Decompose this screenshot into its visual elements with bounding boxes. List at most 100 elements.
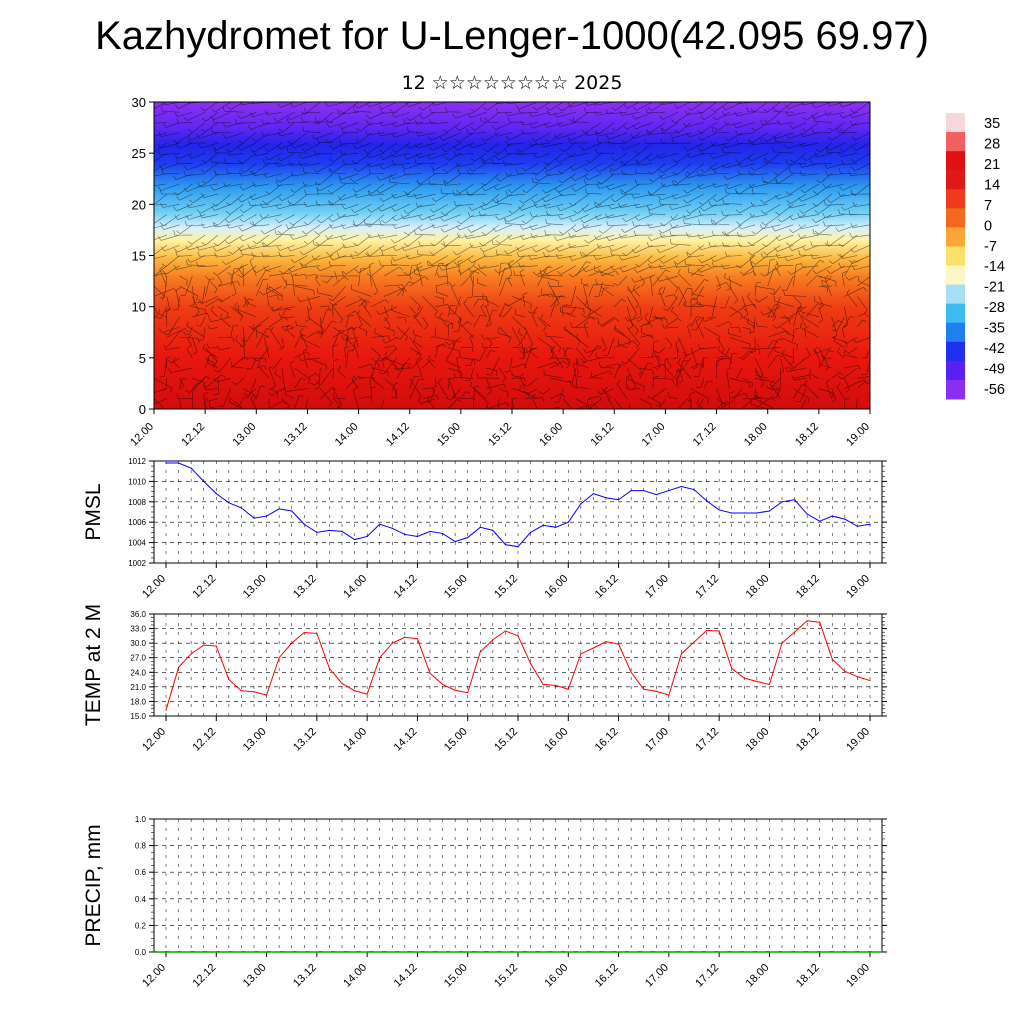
wind-barb-flag	[775, 253, 779, 259]
wind-barb-flag	[141, 333, 142, 338]
wind-barb-flag	[522, 292, 528, 295]
wind-barb-flag	[304, 189, 307, 195]
wind-barb-flag	[851, 416, 856, 417]
wind-barb-flag	[456, 220, 462, 225]
wind-barb	[614, 326, 631, 341]
wind-barb-flag	[543, 326, 547, 331]
wind-barb-flag	[288, 160, 291, 166]
wind-barb	[435, 296, 444, 300]
wind-barb-flag	[763, 180, 769, 184]
wind-barb-flag	[720, 356, 726, 358]
wind-barb-flag	[529, 123, 533, 129]
wind-barb-flag	[183, 165, 188, 171]
temp-data-point	[617, 643, 620, 645]
wind-barb-flag	[440, 217, 444, 222]
wind-barb	[331, 224, 346, 229]
wind-barb	[536, 204, 551, 208]
wind-barb-flag	[557, 107, 563, 112]
wind-barb-flag	[286, 115, 291, 120]
wind-barb	[754, 388, 758, 398]
wind-barb	[804, 328, 807, 338]
wind-barb-flag	[134, 190, 138, 194]
wind-barb-flag	[812, 203, 817, 207]
wind-barb-flag	[391, 193, 395, 199]
wind-barb	[479, 347, 487, 361]
wind-barb	[729, 353, 733, 369]
wind-barb-flag	[734, 299, 738, 304]
wind-barb-flag	[610, 265, 614, 271]
wind-barb	[165, 255, 180, 267]
wind-barb	[762, 255, 781, 258]
wind-barb	[624, 183, 641, 194]
wind-barb-flag	[760, 383, 765, 388]
wind-barb	[320, 367, 334, 385]
wind-barb-flag	[607, 396, 611, 402]
wind-barb	[677, 273, 692, 287]
wind-barb	[400, 326, 410, 340]
wind-barb-flag	[252, 102, 254, 104]
wind-barb-flag	[455, 189, 460, 194]
x-tick-label: 12.00	[128, 421, 156, 449]
wind-barb-flag	[136, 225, 139, 229]
wind-barb-flag	[772, 316, 777, 322]
wind-barb-flag	[683, 301, 686, 307]
wind-barb	[171, 357, 180, 364]
wind-barb-flag	[434, 311, 438, 316]
wind-barb	[211, 316, 231, 323]
wind-barb	[319, 320, 333, 338]
wind-barb-flag	[402, 284, 405, 290]
wind-barb	[728, 333, 743, 338]
wind-barb	[541, 293, 551, 297]
wind-barb	[615, 152, 628, 162]
y-tick-label: 25	[132, 146, 146, 161]
wind-barb-flag	[494, 269, 499, 274]
wind-barb-flag	[376, 189, 381, 194]
wind-barb	[342, 152, 359, 156]
wind-barb-flag	[828, 260, 834, 264]
temp-data-point	[756, 680, 758, 683]
wind-barb-flag	[218, 405, 224, 407]
wind-barb	[294, 367, 311, 380]
wind-barb	[345, 298, 364, 307]
pmsl-data-point	[379, 523, 381, 525]
wind-barb-flag	[249, 257, 255, 262]
wind-barb-flag	[724, 402, 729, 406]
wind-barb	[277, 183, 295, 186]
wind-barb	[520, 265, 538, 268]
wind-barb	[710, 244, 730, 247]
wind-barb	[542, 388, 551, 395]
wind-barb	[626, 286, 639, 305]
y-tick-label: 0	[139, 402, 146, 417]
wind-barb	[370, 265, 385, 277]
wind-barb	[383, 266, 400, 277]
wind-barb	[831, 316, 838, 335]
y-tick-label: 1008	[128, 498, 146, 507]
wind-barb-flag	[606, 134, 610, 140]
wind-barb	[818, 275, 837, 282]
wind-barb-flag	[598, 230, 604, 234]
wind-barb	[230, 268, 235, 287]
wind-barb	[289, 204, 308, 206]
wind-barb-flag	[468, 267, 472, 273]
wind-barb	[676, 152, 692, 163]
wind-barb-flag	[247, 244, 251, 249]
wind-barb	[558, 388, 564, 403]
wind-barb-flag	[789, 124, 794, 129]
wind-barb	[649, 122, 666, 134]
wind-barb-flag	[737, 169, 740, 175]
wind-barb	[614, 298, 622, 307]
wind-barb	[281, 398, 290, 407]
wind-barb-flag	[862, 319, 868, 323]
wind-barb	[686, 193, 704, 204]
wind-barb-flag	[175, 144, 180, 149]
wind-barb	[563, 142, 577, 153]
wind-barb-flag	[542, 189, 546, 194]
wind-barb	[162, 110, 180, 113]
wind-barb-flag	[298, 161, 302, 167]
wind-barb-flag	[185, 245, 189, 251]
wind-barb	[383, 357, 398, 375]
wind-barb-flag	[755, 321, 758, 327]
wind-barb-flag	[394, 364, 397, 369]
wind-barb-flag	[474, 359, 480, 361]
wind-barb	[446, 163, 462, 173]
